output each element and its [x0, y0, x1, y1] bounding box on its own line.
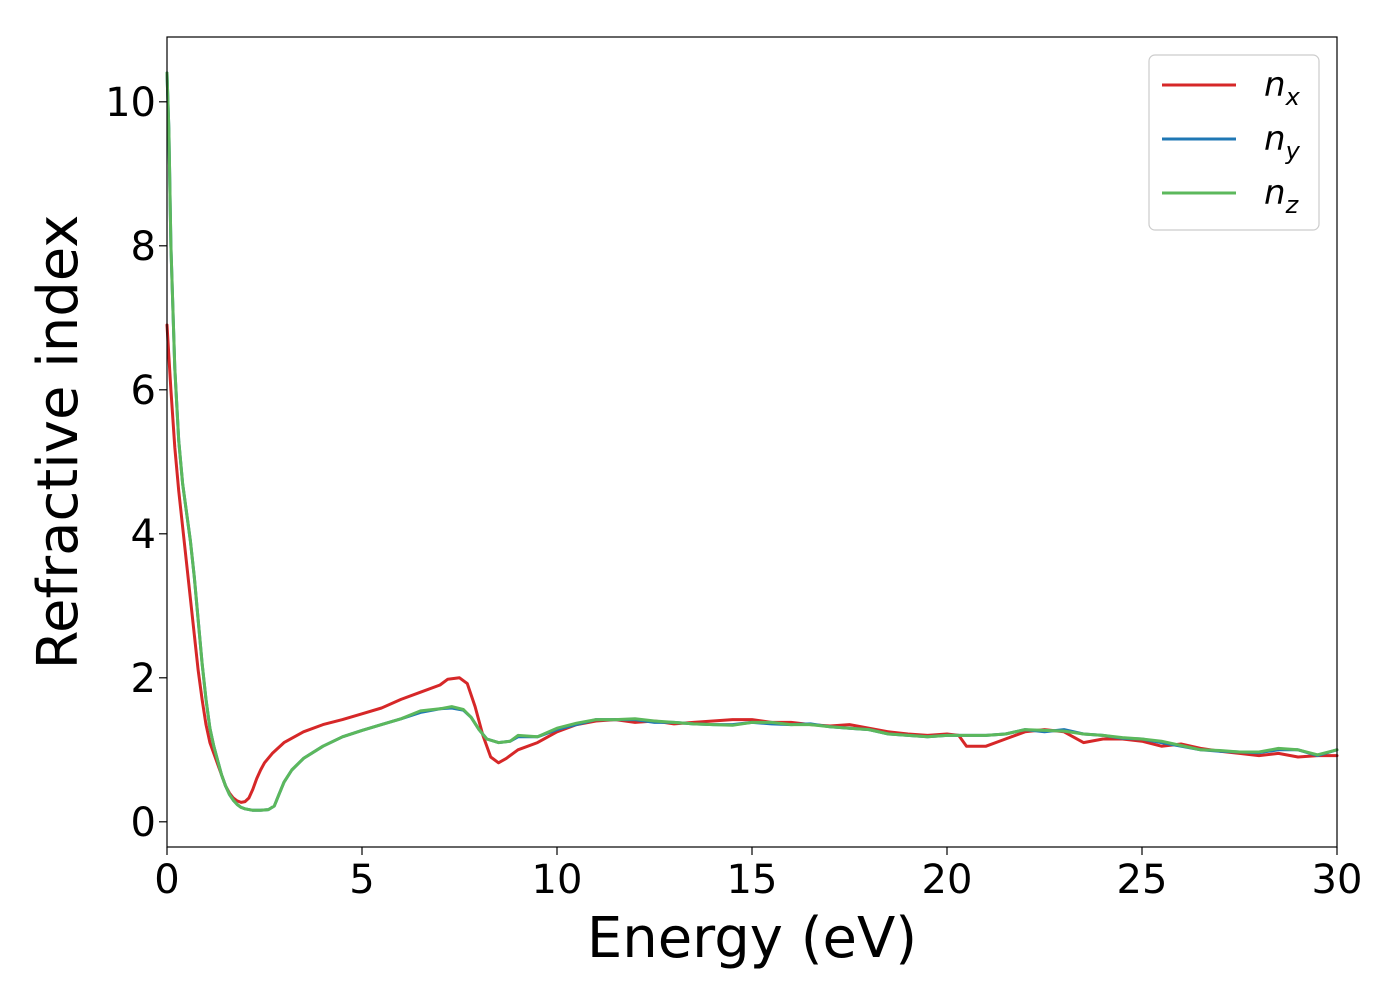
- legend-label-sub: z: [1285, 191, 1300, 219]
- legend-label-sub: x: [1285, 83, 1301, 111]
- legend-label: nx: [1264, 65, 1301, 111]
- x-tick-label: 10: [532, 857, 583, 903]
- legend-label-main: n: [1264, 173, 1286, 213]
- x-tick-label: 20: [922, 857, 973, 903]
- series-line-n-z: [165, 71, 1339, 812]
- y-tick-label: 6: [131, 368, 156, 414]
- y-axis-label: Refractive index: [26, 215, 91, 670]
- x-tick-label: 30: [1312, 857, 1363, 903]
- series-layer: [165, 71, 1339, 812]
- x-tick-label: 25: [1117, 857, 1168, 903]
- y-tick-label: 4: [131, 512, 156, 558]
- legend-label-sub: y: [1285, 137, 1301, 165]
- x-tick-label: 0: [154, 857, 179, 903]
- legend-label-main: n: [1264, 65, 1286, 105]
- y-axis-ticks: 0 2 4 6 8 10: [105, 80, 167, 846]
- x-tick-label: 5: [349, 857, 374, 903]
- plot-area: [167, 37, 1337, 847]
- y-tick-label: 10: [105, 80, 156, 126]
- legend-label-main: n: [1264, 119, 1286, 159]
- y-tick-label: 2: [131, 656, 156, 702]
- x-axis-label: Energy (eV): [587, 906, 917, 971]
- legend-label: ny: [1264, 119, 1301, 165]
- x-axis-ticks: 0 5 10 15 20 25 30: [154, 847, 1362, 903]
- legend-label: nz: [1264, 173, 1300, 219]
- x-tick-label: 15: [727, 857, 778, 903]
- y-tick-label: 8: [131, 224, 156, 270]
- legend-box: [1148, 54, 1320, 231]
- y-tick-label: 0: [131, 800, 156, 846]
